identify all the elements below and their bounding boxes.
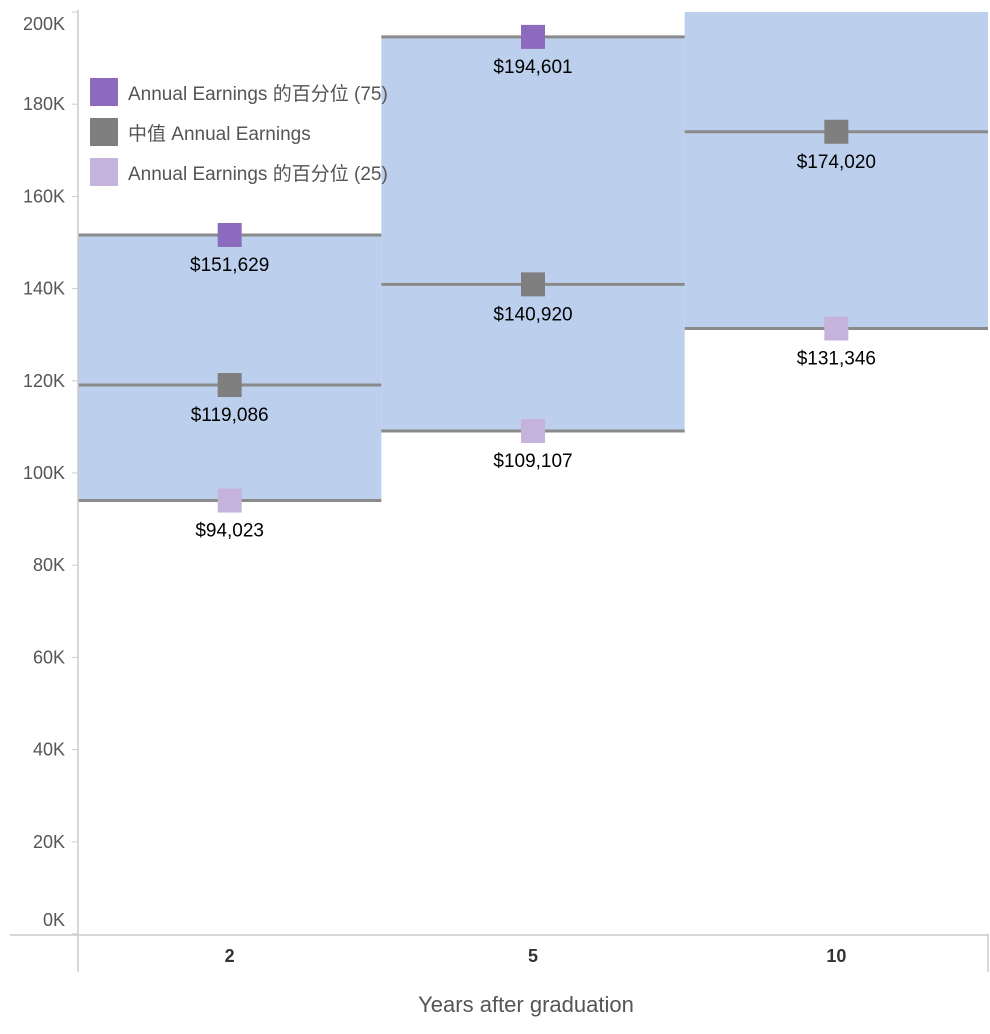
data-label: $140,920 — [493, 304, 572, 325]
data-point-marker — [824, 316, 849, 341]
data-point-marker — [824, 119, 849, 144]
y-tick-label: 120K — [23, 371, 65, 391]
data-point-marker — [521, 272, 545, 297]
y-tick-label: 60K — [33, 647, 65, 667]
box-band — [381, 36, 685, 432]
legend-label[interactable]: Annual Earnings 的百分位 (25) — [128, 163, 388, 185]
data-label: $151,629 — [190, 255, 269, 276]
y-tick-label: 180K — [23, 94, 65, 114]
data-label: $109,107 — [493, 451, 572, 472]
x-tick-label: 2 — [225, 946, 235, 966]
legend-swatch[interactable] — [90, 158, 118, 186]
data-label: $94,023 — [195, 521, 264, 542]
legend-label[interactable]: Annual Earnings 的百分位 (75) — [128, 83, 388, 105]
y-tick-label: 40K — [33, 740, 65, 760]
y-tick-label: 160K — [23, 186, 65, 206]
data-label: $174,020 — [797, 152, 876, 173]
y-tick-label: 100K — [23, 463, 65, 483]
x-axis-title: Years after graduation — [418, 992, 634, 1017]
box-band — [684, 12, 988, 329]
y-tick-label: 80K — [33, 555, 65, 575]
legend-swatch[interactable] — [90, 118, 118, 146]
data-point-marker — [217, 222, 242, 247]
data-point-marker — [217, 373, 242, 398]
box-band — [78, 234, 382, 501]
data-point-marker — [521, 419, 545, 444]
legend-label[interactable]: 中值 Annual Earnings — [128, 123, 311, 145]
x-tick-label: 10 — [826, 946, 846, 966]
y-tick-label: 20K — [33, 832, 65, 852]
y-tick-label: 140K — [23, 279, 65, 299]
data-label: $194,601 — [493, 57, 572, 78]
legend-swatch[interactable] — [90, 78, 118, 106]
y-tick-label: 200K — [23, 14, 65, 34]
data-point-marker — [217, 488, 242, 513]
data-label: $119,086 — [191, 405, 269, 426]
data-label: $131,346 — [797, 348, 876, 369]
y-tick-label: 0K — [43, 910, 65, 930]
data-point-marker — [521, 24, 545, 49]
x-tick-label: 5 — [528, 946, 538, 966]
